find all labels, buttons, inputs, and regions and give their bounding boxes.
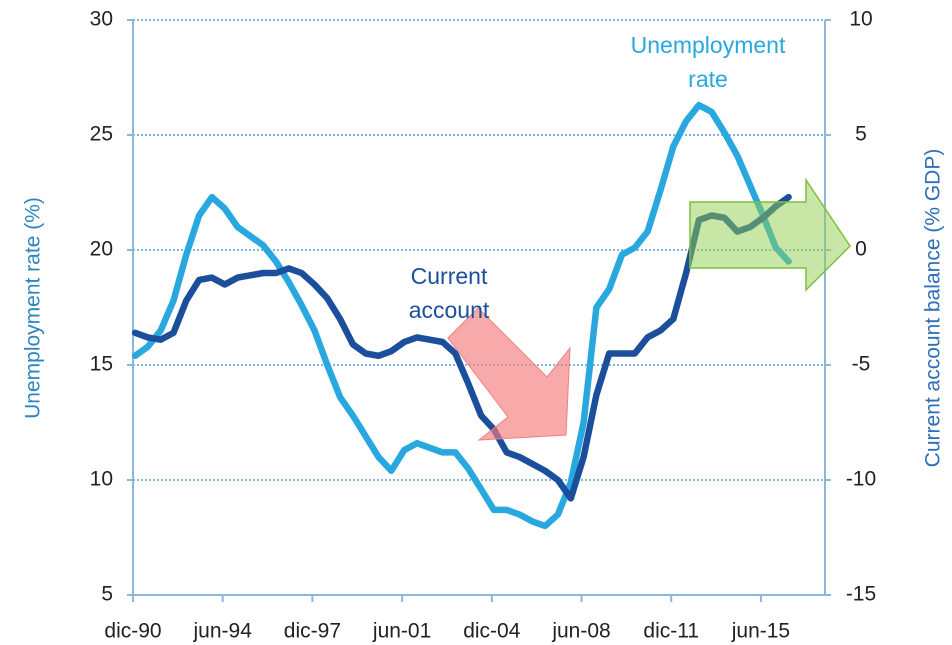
series-line — [131, 101, 792, 530]
x-tick-label: dic-97 — [284, 620, 341, 643]
decor — [447, 177, 851, 441]
x-tick-label: jun-01 — [372, 620, 431, 643]
y2-tick-label: 10 — [849, 8, 872, 31]
x-tick-label: jun-94 — [193, 620, 253, 643]
green-arrow — [689, 177, 851, 292]
y-tick-label: 30 — [90, 8, 113, 31]
y-tick-label: 20 — [90, 238, 113, 261]
x-tick-label: dic-11 — [643, 620, 699, 643]
x-tick-label: jun-08 — [551, 620, 610, 643]
x-tick-label: dic-90 — [104, 620, 161, 643]
annotation: Unemployment — [631, 32, 786, 58]
x-tick-label: dic-04 — [463, 620, 521, 643]
y-tick-label: 10 — [90, 468, 113, 491]
annotation: account — [409, 297, 490, 323]
y2-tick-label: 5 — [855, 123, 867, 146]
y-axis-title: Unemployment rate (%) — [22, 197, 45, 419]
y-tick-label: 25 — [90, 123, 113, 146]
y2-tick-label: -5 — [852, 353, 871, 376]
y-tick-label: 5 — [101, 583, 113, 606]
x-tick-label: jun-15 — [731, 620, 790, 643]
y2-tick-label: 0 — [855, 238, 867, 261]
series-line — [131, 193, 792, 502]
y-tick-label: 15 — [90, 353, 113, 376]
annotation: rate — [688, 66, 728, 92]
annotation: Current — [411, 263, 488, 289]
y2-axis-title: Current account balance (% GDP) — [922, 149, 945, 468]
red-arrow — [447, 307, 571, 441]
y2-tick-label: -10 — [846, 468, 876, 491]
plot-area: 5 10 15 20 25 30 -15 -10 -5 0 5 10 dic-90 jun-94 dic-9… — [90, 8, 877, 643]
y2-tick-label: -15 — [846, 583, 876, 606]
